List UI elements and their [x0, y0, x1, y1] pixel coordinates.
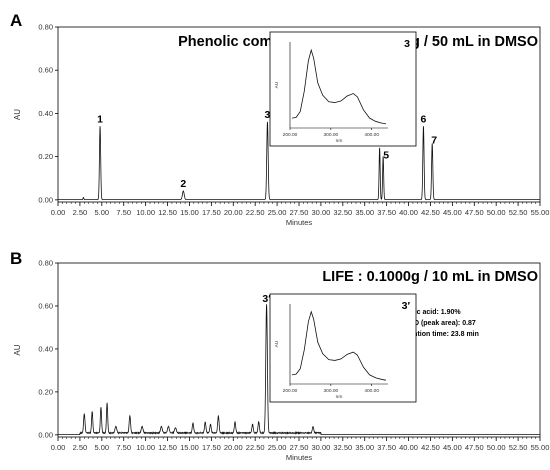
x-tick-label: 2.50: [73, 208, 88, 217]
y-tick-label: 0.60: [38, 66, 53, 75]
x-tick-label: 5.00: [95, 208, 110, 217]
inset-label: 3: [404, 38, 410, 50]
x-tick-label: 17.50: [202, 443, 221, 452]
inset-y-axis-label: AU: [274, 81, 280, 88]
x-tick-label: 25.00: [268, 443, 287, 452]
x-tick-label: 37.50: [377, 208, 396, 217]
y-tick-label: 0.20: [38, 387, 53, 396]
x-tick-label: 42.50: [421, 443, 440, 452]
y-tick-label: 0.40: [38, 344, 53, 353]
x-tick-label: 27.50: [290, 443, 309, 452]
x-tick-label: 55.00: [531, 443, 550, 452]
x-axis-label: Minutes: [286, 453, 313, 462]
x-tick-label: 12.50: [158, 208, 177, 217]
peak-label-2: 2: [180, 178, 186, 190]
y-tick-label: 0.00: [38, 430, 53, 439]
x-tick-label: 55.00: [531, 208, 550, 217]
y-axis-label: AU: [13, 344, 22, 355]
peak-label-7: 7: [431, 135, 437, 147]
x-tick-label: 32.50: [333, 443, 352, 452]
inset-x-tick-label: 300.00: [323, 132, 338, 138]
inset-frame: [269, 293, 417, 403]
x-tick-label: 22.50: [246, 443, 265, 452]
x-tick-label: 20.00: [224, 208, 243, 217]
peak-label-6: 6: [421, 113, 427, 125]
x-tick-label: 30.00: [312, 443, 331, 452]
uv-spectrum-trace: [291, 48, 387, 125]
x-tick-label: 25.00: [268, 208, 287, 217]
x-tick-label: 27.50: [290, 208, 309, 217]
inset-x-tick-label: 200.00: [283, 388, 298, 394]
peak-label-3: 3: [265, 109, 271, 121]
x-tick-label: 47.50: [465, 208, 484, 217]
inset-x-tick-label: 400.00: [364, 132, 379, 138]
chart-title: LIFE : 0.1000g / 10 mL in DMSO: [322, 269, 538, 285]
x-tick-label: 50.00: [487, 208, 506, 217]
inset-label: 3′: [402, 300, 411, 312]
annotation-text: %RSD (peak area): 0.87: [398, 320, 476, 327]
x-tick-label: 40.00: [399, 443, 418, 452]
x-tick-label: 50.00: [487, 443, 506, 452]
x-tick-label: 30.00: [312, 208, 331, 217]
y-tick-label: 0.80: [38, 23, 53, 32]
y-tick-label: 0.20: [38, 152, 53, 161]
x-tick-label: 20.00: [224, 443, 243, 452]
peak-label-1: 1: [97, 113, 103, 125]
peak-label-3prime: 3′: [262, 293, 271, 305]
y-tick-label: 0.80: [38, 259, 53, 268]
x-tick-label: 22.50: [246, 208, 265, 217]
inset-frame: [269, 31, 417, 147]
inset-x-tick-label: 300.00: [323, 388, 338, 394]
y-axis-label: AU: [13, 109, 22, 120]
x-tick-label: 7.50: [116, 443, 131, 452]
annotation-text: Ellagic acid: 1.90%: [398, 309, 461, 316]
x-tick-label: 0.00: [51, 208, 66, 217]
inset-x-axis-label: nm: [336, 139, 343, 144]
uv-spectrum-inset: 200.00 300.00 400.00 nm AU 3: [269, 31, 417, 147]
peak-label-5: 5: [383, 150, 389, 162]
x-tick-label: 52.50: [509, 443, 528, 452]
x-tick-label: 5.00: [95, 443, 110, 452]
x-tick-label: 12.50: [158, 443, 177, 452]
uv-spectrum-inset: 200.00 300.00 400.00 nm AU 3′: [269, 293, 417, 403]
y-tick-label: 0.40: [38, 109, 53, 118]
x-tick-label: 15.00: [180, 443, 199, 452]
x-tick-label: 2.50: [73, 443, 88, 452]
y-tick-label: 0.60: [38, 301, 53, 310]
x-tick-label: 47.50: [465, 443, 484, 452]
x-tick-label: 10.00: [136, 208, 155, 217]
x-tick-label: 10.00: [136, 443, 155, 452]
y-tick-label: 0.00: [38, 195, 53, 204]
inset-x-axis-label: nm: [336, 395, 343, 400]
x-tick-label: 40.00: [399, 208, 418, 217]
chromatogram-trace: [58, 121, 540, 201]
x-tick-label: 52.50: [509, 208, 528, 217]
inset-x-tick-label: 200.00: [283, 132, 298, 138]
panel-letter: B: [10, 249, 22, 268]
x-tick-label: 15.00: [180, 208, 199, 217]
x-tick-label: 0.00: [51, 443, 66, 452]
x-tick-label: 17.50: [202, 208, 221, 217]
x-tick-label: 35.00: [355, 208, 374, 217]
annotation-text: Retention time: 23.8 min: [398, 331, 479, 338]
x-tick-label: 35.00: [355, 443, 374, 452]
x-axis-label: Minutes: [286, 218, 313, 227]
x-tick-label: 7.50: [116, 208, 131, 217]
x-tick-label: 45.00: [443, 208, 462, 217]
x-tick-label: 45.00: [443, 443, 462, 452]
x-tick-label: 32.50: [333, 208, 352, 217]
chromatogram-trace: [58, 304, 540, 436]
x-tick-label: 42.50: [421, 208, 440, 217]
x-tick-label: 37.50: [377, 443, 396, 452]
inset-x-tick-label: 400.00: [364, 388, 379, 394]
chart-panel-b: B LIFE : 0.1000g / 10 mL in DMSO 0.00 0.20 0…: [10, 249, 549, 462]
panel-letter: A: [10, 11, 22, 30]
inset-y-axis-label: AU: [274, 340, 280, 347]
uv-spectrum-trace: [291, 310, 387, 381]
